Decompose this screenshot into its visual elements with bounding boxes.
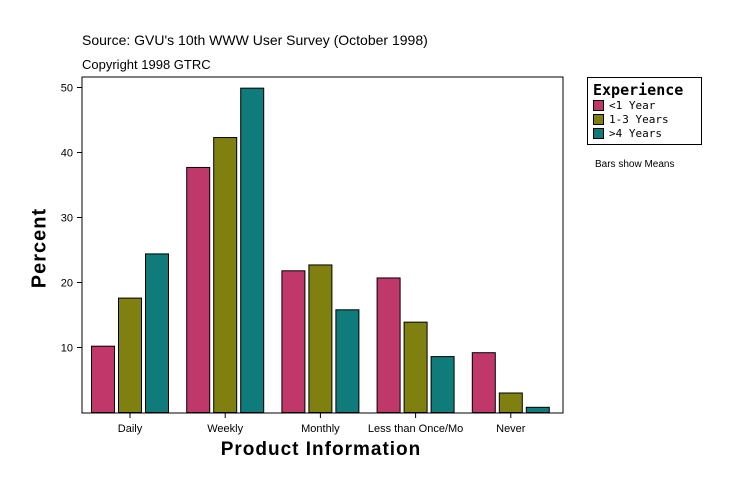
bar-4-0 bbox=[471, 352, 496, 414]
bar-0-0 bbox=[91, 345, 115, 414]
legend: Experience <1 Year 1-3 Years >4 Years bbox=[587, 77, 702, 145]
legend-label-1to3: 1-3 Years bbox=[609, 113, 669, 126]
x-tick-label: Less than Once/Mo bbox=[368, 423, 463, 435]
x-axis-label: Product Information bbox=[220, 439, 422, 460]
legend-label-lt1: <1 Year bbox=[609, 99, 656, 112]
bar-3-2 bbox=[430, 356, 455, 414]
bar-2-0 bbox=[281, 270, 306, 413]
bars-note: Bars show Means bbox=[595, 159, 675, 170]
legend-swatch-gt4 bbox=[593, 128, 604, 139]
x-tick-label: Never bbox=[496, 423, 526, 435]
bar-1-1 bbox=[213, 137, 238, 414]
y-tick-label: 30 bbox=[61, 213, 73, 225]
legend-label-gt4: >4 Years bbox=[609, 127, 662, 140]
y-axis-label: Percent bbox=[28, 207, 51, 289]
bar-1-2 bbox=[240, 87, 265, 414]
x-axis: Daily Weekly Monthly Less than Once/Mo Never bbox=[118, 413, 526, 435]
legend-swatch-lt1 bbox=[593, 100, 604, 111]
legend-title: Experience bbox=[593, 81, 684, 99]
bar-3-1 bbox=[403, 321, 428, 413]
source-caption: Source: GVU's 10th WWW User Survey (Octo… bbox=[82, 32, 428, 48]
bar-0-2 bbox=[145, 253, 169, 413]
bar-2-1 bbox=[308, 264, 333, 414]
bar-4-1 bbox=[498, 392, 523, 413]
x-tick-label: Monthly bbox=[301, 423, 340, 435]
x-tick-label: Daily bbox=[118, 423, 143, 435]
bars bbox=[91, 87, 550, 414]
bar-4-2 bbox=[525, 406, 550, 413]
bar-0-1 bbox=[118, 297, 142, 414]
y-tick-label: 20 bbox=[61, 278, 73, 290]
copyright-caption: Copyright 1998 GTRC bbox=[82, 57, 211, 72]
y-axis: 10 20 30 40 50 bbox=[61, 83, 82, 355]
y-tick-label: 10 bbox=[61, 343, 73, 355]
bar-2-2 bbox=[335, 309, 360, 413]
y-tick-label: 50 bbox=[61, 83, 73, 95]
x-tick-label: Weekly bbox=[207, 423, 243, 435]
legend-swatch-1to3 bbox=[593, 114, 604, 125]
bar-3-0 bbox=[376, 277, 401, 414]
y-tick-label: 40 bbox=[61, 148, 73, 160]
bar-1-0 bbox=[186, 166, 211, 413]
